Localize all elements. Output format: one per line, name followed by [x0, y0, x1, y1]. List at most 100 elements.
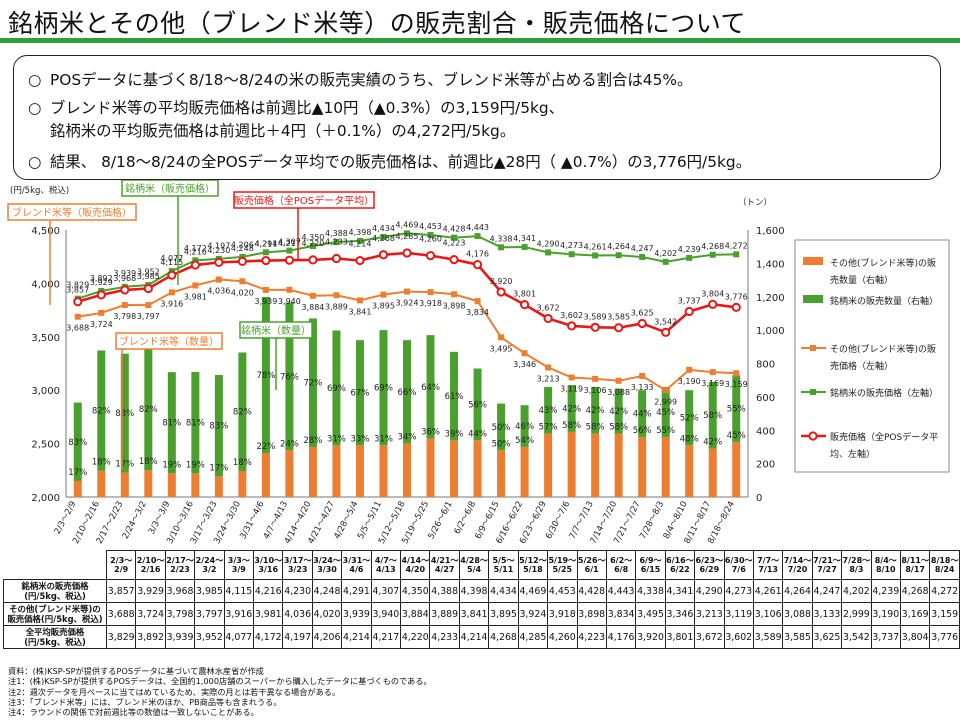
table-header-line: 8/10: [875, 565, 896, 574]
bar-brand-qty: [591, 386, 600, 434]
callout-blend-price-box: [7, 203, 137, 221]
table-cell: 3,119: [723, 602, 754, 626]
blend-price-label: 3,106: [584, 386, 607, 395]
table-cell: 3,625: [811, 625, 843, 649]
pct-label-blend: 17%: [68, 468, 87, 478]
table-cell: 3,542: [841, 625, 872, 649]
summary-text: ブレンド米等の平均販売価格は前週比▲10円（▲0.3%）の3,159円/5kg、: [50, 99, 565, 117]
note-line: 注2：週次データを月ベースに当てはめているため、実際の月とは若干異なる場合がある…: [8, 686, 341, 697]
table-cell: 3,940: [370, 602, 402, 626]
table-header-line: 4/13: [376, 565, 396, 574]
brand-price-point: [709, 251, 716, 258]
bar-brand-qty: [732, 375, 741, 442]
legend-label: 銘柄米の販売価格（左軸）: [830, 387, 938, 399]
table-header-line: 2/24～: [195, 556, 224, 565]
table-cell: 4,217: [370, 625, 402, 649]
callout-blend-qty-box: [115, 332, 223, 350]
table-cell: 3,088: [782, 602, 813, 626]
pct-label-brand: 52%: [680, 414, 699, 424]
bar-brand-qty: [379, 330, 388, 446]
table-cell: 4,230: [282, 579, 313, 603]
summary-line: ○ ブレンド米等の平均販売価格は前週比▲10円（▲0.3%）の3,159円/5kg…: [28, 96, 564, 118]
blend-price-point: [404, 288, 410, 295]
table-header-line: 4/20: [405, 565, 426, 574]
table-cell: 3,213: [694, 602, 725, 626]
table-row-label: 全平均販売価格 (円/5kg、税込): [3, 625, 107, 649]
table-cell: 4,260: [547, 625, 578, 649]
blend-price-point: [639, 372, 646, 379]
table-cell: 4,268: [899, 579, 931, 603]
brand-price-label: 4,272: [725, 241, 748, 250]
brand-price-label: 4,443: [466, 223, 489, 232]
pct-label-brand: 81%: [162, 419, 181, 429]
note-line: 資料：(株)KSP-SPが提供するPOSデータに基づいて農林水産省が作成: [8, 666, 264, 676]
table-cell: 3,737: [870, 625, 901, 649]
table-row-label-line: (円/5kg、税込): [24, 591, 86, 601]
right-tick-label: 1,000: [756, 326, 785, 337]
table-header-line: 2/16: [140, 565, 161, 574]
left-tick-label: 2,000: [31, 493, 60, 504]
avg-price-point: [425, 251, 436, 261]
summary-text: POSデータに基づく8/18～8/24の米の販売実績のうち、ブレンド米等が占める…: [50, 71, 693, 89]
brand-price-label: 4,428: [443, 225, 466, 234]
bar-brand-qty: [238, 352, 247, 471]
bar-brand-qty: [73, 402, 82, 481]
brand-price-point: [545, 249, 552, 256]
legend-label: その他(ブレンド米等)の販: [830, 343, 936, 355]
bar-brand-qty: [261, 296, 270, 453]
table-header-line: 6/8: [614, 565, 629, 574]
pct-label-brand: 76%: [280, 372, 299, 382]
notes: 資料：(株)KSP-SPが提供するPOSデータに基づいて農林水産省が作成 注1：(…: [8, 666, 432, 717]
table-header-cell: 3/3～ 3/9: [223, 550, 255, 580]
blend-price-point: [451, 291, 458, 298]
avg-price-point: [214, 257, 224, 267]
table-row-label-line: その他(ブレンド米等)の: [9, 604, 101, 614]
pct-label-blend: 45%: [727, 431, 746, 441]
brand-price-label: 4,115: [160, 258, 183, 267]
table-cell: 4,307: [370, 579, 402, 603]
blend-price-label: 3,889: [325, 302, 348, 311]
table-header-line: 3/9: [231, 565, 246, 574]
table-cell: 3,920: [635, 625, 666, 649]
table-cell: 3,939: [341, 602, 372, 626]
table-cell: 3,829: [105, 625, 137, 649]
bar-brand-qty: [708, 381, 717, 449]
table-cell: 4,172: [253, 625, 284, 649]
left-tick-label: 3,500: [31, 333, 60, 344]
blend-price-label: 3,916: [160, 299, 183, 308]
brand-price-label: 3,985: [137, 272, 160, 281]
table-cell: 4,020: [311, 602, 343, 626]
pct-label-blend: 54%: [515, 436, 534, 446]
table-header-line: 3/10～: [254, 556, 283, 565]
table-cell: 4,036: [282, 602, 313, 626]
table-row-label: 銘柄米の販売価格 (円/5kg、税込): [3, 579, 107, 603]
blend-price-point: [662, 387, 669, 394]
avg-price-point: [684, 306, 694, 317]
table-cell: 3,892: [135, 625, 166, 649]
bar-blend-qty: [332, 445, 341, 497]
avg-price-point: [355, 255, 365, 266]
avg-price-label: 4,233: [325, 238, 348, 247]
table-header-cell: 5/5～ 5/11: [488, 550, 519, 580]
blend-price-label: 3,159: [725, 380, 748, 389]
x-tick-label: 5/26～6/1: [426, 500, 454, 541]
pct-label-brand: 82%: [233, 408, 252, 418]
legend-label: 売価格（左軸）: [830, 360, 893, 372]
table-cell: 4,398: [458, 579, 490, 603]
table-header-cell: 3/24～ 3/30: [311, 550, 343, 580]
table-header-line: 3/23: [287, 565, 308, 574]
blend-price-label: 3,169: [701, 379, 724, 388]
table-cell: 4,206: [311, 625, 343, 649]
pct-label-blend: 39%: [445, 429, 464, 439]
pct-label-brand: 58%: [703, 411, 722, 421]
table-cell: 3,939: [164, 625, 196, 649]
blend-price-label: 3,884: [301, 303, 324, 312]
pct-label-blend: 58%: [586, 423, 605, 433]
avg-price-label: 4,223: [443, 239, 466, 248]
avg-price-point: [614, 323, 624, 333]
table-header-line: 6/9～: [639, 556, 662, 565]
table-cell: 3,918: [547, 602, 578, 626]
blend-price-point: [521, 350, 528, 357]
table-header-cell: 6/23～ 6/29: [694, 550, 725, 580]
brand-price-label: 4,268: [701, 242, 724, 251]
